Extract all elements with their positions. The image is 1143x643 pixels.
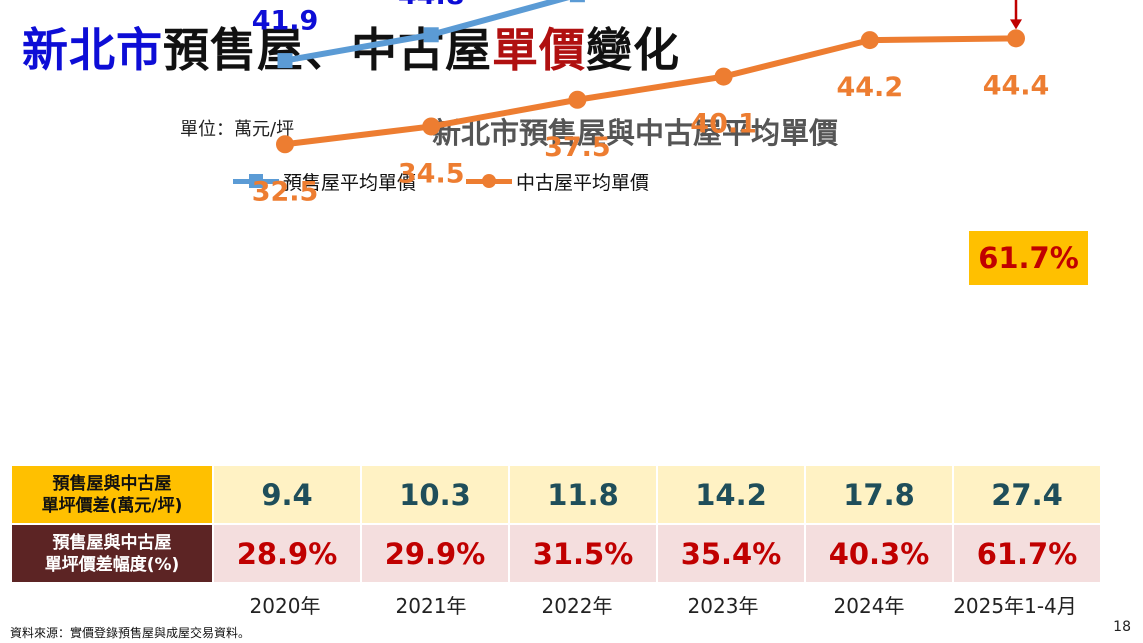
page-number: 18: [1113, 619, 1131, 635]
gap-percentage-cell: 28.9%: [212, 525, 360, 582]
resale-point-marker: [422, 117, 441, 136]
source-note: 資料來源：實價登錄預售屋與成屋交易資料。: [10, 626, 251, 640]
x-tick-label: 2023年: [687, 594, 759, 618]
price-gap-row: 預售屋與中古屋 單坪價差(萬元/坪) 9.4 10.3 11.8 14.2 17.…: [12, 466, 1100, 523]
gap-percentage-cell: 61.7%: [952, 525, 1100, 582]
resale-data-label: 44.4: [983, 70, 1050, 101]
price-gap-cell: 10.3: [360, 466, 508, 523]
title-part-4: 變化: [586, 23, 680, 77]
resale-point-marker: [860, 31, 879, 50]
gap-percentage-header-line1: 預售屋與中古屋: [52, 532, 172, 553]
price-gap-cell: 9.4: [212, 466, 360, 523]
resale-point-marker: [568, 90, 587, 109]
resale-point-marker: [1007, 29, 1025, 48]
resale-data-label: 37.5: [544, 132, 611, 163]
legend-square-marker: [249, 174, 263, 188]
legend-presale-label: 預售屋平均單價: [283, 172, 417, 194]
resale-data-label: 34.5: [398, 158, 465, 189]
x-tick-label: 2022年: [541, 594, 613, 618]
price-gap-row-header: 預售屋與中古屋 單坪價差(萬元/坪): [12, 466, 212, 523]
gap-percentage-row: 預售屋與中古屋 單坪價差幅度(%) 28.9% 29.9% 31.5% 35.4%…: [12, 525, 1100, 582]
presale-data-label: 44.8: [398, 0, 465, 11]
gap-percentage-cell: 40.3%: [804, 525, 952, 582]
price-gap-header-line1: 預售屋與中古屋: [52, 473, 172, 494]
price-gap-header-line2: 單坪價差(萬元/坪): [41, 495, 183, 516]
gap-percentage-cell: 29.9%: [360, 525, 508, 582]
legend-presale: 預售屋平均單價: [233, 168, 416, 195]
presale-point-marker: [569, 0, 585, 3]
line-chart: 41.944.849.354.362.071.832.534.537.540.1…: [252, 0, 1050, 207]
presale-point-marker: [277, 53, 293, 69]
resale-data-label: 40.1: [690, 109, 757, 140]
legend-resale-label: 中古屋平均單價: [516, 172, 650, 194]
gap-percentage-cell: 35.4%: [656, 525, 804, 582]
resale-point-marker: [714, 67, 733, 86]
legend-circle-marker: [482, 174, 496, 188]
title-part-3: 單價: [492, 23, 586, 77]
chart-title: 新北市預售屋與中古屋平均單價: [432, 116, 839, 150]
legend-resale: 中古屋平均單價: [466, 168, 649, 195]
resale-point-marker: [276, 135, 294, 154]
x-axis-labels: 2020年 2021年 2022年 2023年 2024年 2025年1-4月: [212, 590, 1088, 619]
presale-series-line: [284, 0, 570, 64]
gap-percentage-cell: 31.5%: [508, 525, 656, 582]
resale-series-line: [284, 35, 1017, 148]
gap-percentage-header-line2: 單坪價差幅度(%): [44, 554, 180, 575]
gap-percentage-row-header: 預售屋與中古屋 單坪價差幅度(%): [12, 525, 212, 582]
presale-data-label: 41.9: [252, 6, 319, 37]
price-gap-cell: 27.4: [952, 466, 1100, 523]
price-gap-cell: 11.8: [508, 466, 656, 523]
price-gap-cell: 17.8: [804, 466, 952, 523]
legend-resale-line: [466, 174, 512, 188]
resale-data-label: 44.2: [836, 72, 903, 103]
x-tick-label: 2025年1-4月: [953, 594, 1077, 618]
legend-presale-line: [233, 174, 279, 188]
x-tick-label: 2021年: [395, 594, 467, 618]
resale-data-label: 32.5: [252, 176, 319, 207]
title-part-1: 新北市: [22, 23, 163, 77]
unit-label: 單位：萬元/坪: [180, 119, 295, 140]
presale-point-marker: [423, 27, 439, 43]
x-tick-label: 2024年: [833, 594, 905, 618]
gap-arrow-head-down: [1010, 19, 1022, 30]
x-tick-label: 2020年: [249, 594, 321, 618]
gap-percentage-annotation: 61.7%: [969, 231, 1088, 285]
price-gap-cell: 14.2: [656, 466, 804, 523]
